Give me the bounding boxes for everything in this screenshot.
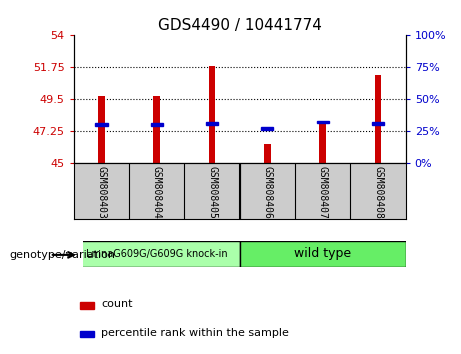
Title: GDS4490 / 10441774: GDS4490 / 10441774 — [158, 18, 322, 33]
Bar — [317, 121, 329, 123]
Bar — [151, 123, 163, 126]
Bar — [375, 75, 381, 163]
Bar — [80, 331, 95, 337]
Bar — [206, 122, 218, 125]
Bar — [372, 122, 384, 125]
Bar — [319, 123, 326, 163]
Text: GSM808408: GSM808408 — [373, 166, 383, 218]
Text: percentile rank within the sample: percentile rank within the sample — [101, 328, 289, 338]
Bar — [74, 241, 240, 267]
Text: GSM808405: GSM808405 — [207, 166, 217, 218]
Bar — [98, 96, 105, 163]
Text: GSM808407: GSM808407 — [318, 166, 328, 218]
Text: wild type: wild type — [294, 247, 351, 261]
Text: genotype/variation: genotype/variation — [9, 250, 115, 260]
Text: GSM808404: GSM808404 — [152, 166, 162, 218]
Text: GSM808403: GSM808403 — [96, 166, 106, 218]
Bar — [80, 302, 95, 309]
Bar — [95, 123, 107, 126]
Bar — [240, 241, 406, 267]
Text: count: count — [101, 299, 132, 309]
Text: GSM808406: GSM808406 — [262, 166, 272, 218]
Text: LmnaG609G/G609G knock-in: LmnaG609G/G609G knock-in — [86, 249, 228, 259]
Bar — [209, 66, 215, 163]
Bar — [264, 144, 271, 163]
Bar — [261, 127, 273, 130]
Bar — [154, 96, 160, 163]
